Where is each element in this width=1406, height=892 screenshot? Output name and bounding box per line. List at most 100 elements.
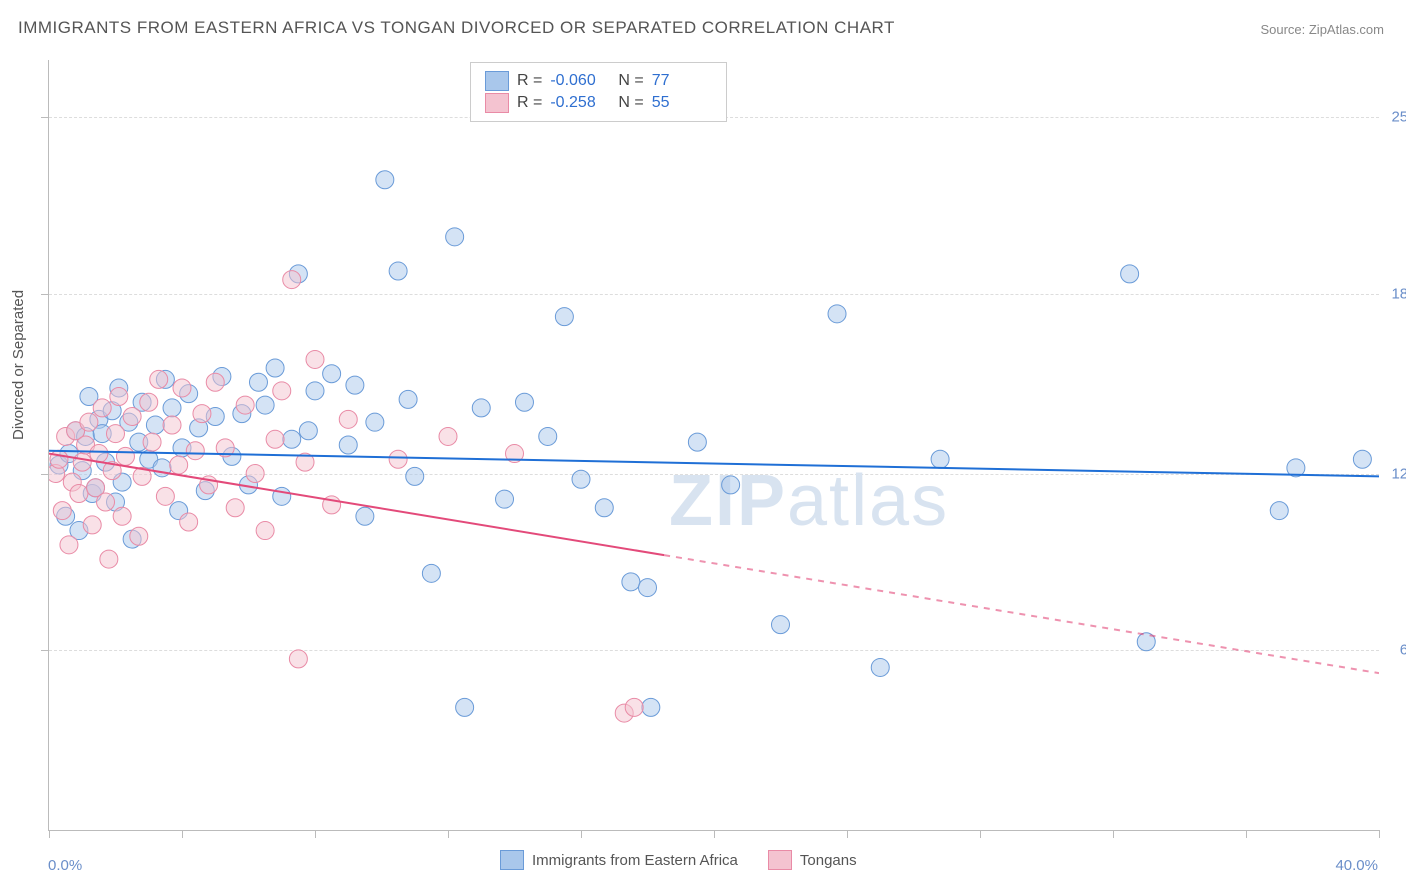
y-tick-label: 18.8%: [1391, 285, 1406, 302]
scatter-point: [226, 499, 244, 517]
legend-item-series2: Tongans: [768, 850, 857, 870]
scatter-point: [249, 373, 267, 391]
scatter-point: [236, 396, 254, 414]
y-axis-label: Divorced or Separated: [10, 290, 27, 440]
r-value-1: -0.060: [550, 72, 610, 90]
scatter-point: [206, 373, 224, 391]
scatter-point: [639, 579, 657, 597]
scatter-point: [60, 536, 78, 554]
r-label-2: R =: [517, 94, 542, 112]
y-tick: [41, 294, 49, 295]
x-tick: [315, 830, 316, 838]
scatter-point: [170, 456, 188, 474]
scatter-point: [116, 447, 134, 465]
series-legend: Immigrants from Eastern Africa Tongans: [500, 850, 857, 870]
scatter-point: [339, 436, 357, 454]
source-attribution: Source: ZipAtlas.com: [1260, 22, 1384, 37]
scatter-point: [772, 616, 790, 634]
scatter-point: [376, 171, 394, 189]
scatter-point: [256, 522, 274, 540]
scatter-point: [173, 379, 191, 397]
scatter-point: [130, 527, 148, 545]
scatter-point: [828, 305, 846, 323]
scatter-point: [50, 450, 68, 468]
regression-line-dashed: [664, 555, 1379, 673]
scatter-point: [722, 476, 740, 494]
scatter-point: [399, 390, 417, 408]
scatter-point: [123, 407, 141, 425]
scatter-point: [389, 450, 407, 468]
scatter-point: [150, 370, 168, 388]
legend-row-series1: R = -0.060 N = 77: [485, 71, 712, 91]
scatter-point: [163, 416, 181, 434]
scatter-point: [406, 467, 424, 485]
legend-label-series2: Tongans: [800, 852, 857, 869]
x-axis-min-label: 0.0%: [48, 857, 82, 874]
source-name: ZipAtlas.com: [1309, 22, 1384, 37]
scatter-point: [356, 507, 374, 525]
scatter-point: [266, 359, 284, 377]
x-tick: [1379, 830, 1380, 838]
scatter-point: [595, 499, 613, 517]
scatter-point: [539, 427, 557, 445]
scatter-point: [110, 388, 128, 406]
correlation-legend: R = -0.060 N = 77 R = -0.258 N = 55: [470, 62, 727, 122]
scatter-point: [266, 430, 284, 448]
scatter-point: [1121, 265, 1139, 283]
scatter-point: [53, 502, 71, 520]
scatter-point: [256, 396, 274, 414]
scatter-point: [439, 427, 457, 445]
scatter-point: [83, 516, 101, 534]
scatter-point: [346, 376, 364, 394]
legend-swatch-series2: [768, 850, 792, 870]
swatch-series1: [485, 71, 509, 91]
scatter-point: [246, 465, 264, 483]
scatter-point: [273, 382, 291, 400]
x-tick: [714, 830, 715, 838]
scatter-point: [156, 487, 174, 505]
legend-label-series1: Immigrants from Eastern Africa: [532, 852, 738, 869]
n-value-1: 77: [652, 72, 712, 90]
scatter-point: [283, 271, 301, 289]
r-value-2: -0.258: [550, 94, 610, 112]
x-tick: [581, 830, 582, 838]
x-tick: [1113, 830, 1114, 838]
scatter-point: [366, 413, 384, 431]
scatter-point: [515, 393, 533, 411]
scatter-point: [283, 430, 301, 448]
y-tick: [41, 474, 49, 475]
y-tick-label: 25.0%: [1391, 109, 1406, 126]
scatter-point: [306, 382, 324, 400]
n-label-2: N =: [618, 94, 643, 112]
scatter-point: [572, 470, 590, 488]
scatter-point: [186, 442, 204, 460]
scatter-svg: [49, 60, 1379, 830]
n-label-1: N =: [618, 72, 643, 90]
chart-plot-area: ZIPatlas 6.3%12.5%18.8%25.0%: [48, 60, 1379, 831]
x-tick: [49, 830, 50, 838]
scatter-point: [422, 564, 440, 582]
x-tick: [448, 830, 449, 838]
scatter-point: [80, 413, 98, 431]
scatter-point: [73, 453, 91, 471]
scatter-point: [143, 433, 161, 451]
scatter-point: [97, 493, 115, 511]
scatter-point: [180, 513, 198, 531]
n-value-2: 55: [652, 94, 712, 112]
source-prefix: Source:: [1260, 22, 1308, 37]
scatter-point: [555, 308, 573, 326]
scatter-point: [871, 658, 889, 676]
scatter-point: [472, 399, 490, 417]
legend-swatch-series1: [500, 850, 524, 870]
scatter-point: [70, 484, 88, 502]
y-tick: [41, 650, 49, 651]
scatter-point: [163, 399, 181, 417]
x-axis-max-label: 40.0%: [1335, 857, 1378, 874]
scatter-point: [113, 507, 131, 525]
x-tick: [847, 830, 848, 838]
scatter-point: [456, 698, 474, 716]
y-tick-label: 6.3%: [1400, 642, 1406, 659]
scatter-point: [496, 490, 514, 508]
scatter-point: [146, 416, 164, 434]
scatter-point: [299, 422, 317, 440]
